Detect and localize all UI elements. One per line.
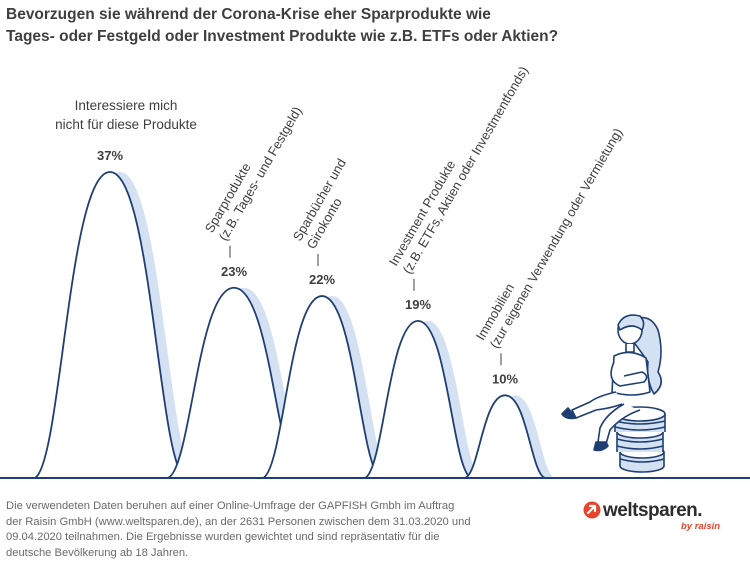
weltsparen-logo[interactable]: weltsparen. by raisin: [583, 500, 743, 540]
arrow-circle-icon: [583, 501, 601, 519]
category-label-2-line-2: (z.B. Tages- und Festgeld): [216, 104, 305, 243]
category-label-5: Immobilien(zur eigenen Verwendung oder V…: [473, 125, 626, 350]
category-label-1-line-2: nicht für diese Produkte: [55, 117, 197, 132]
chart-title-line-2: Tages- oder Festgeld oder Investment Pro…: [6, 28, 559, 45]
value-label-1: 37%: [97, 148, 123, 163]
value-label-5: 10%: [492, 371, 518, 386]
footnote-line-4: deutsche Bevölkerung ab 18 Jahren.: [6, 546, 189, 559]
value-label-2: 23%: [221, 264, 247, 279]
logo-wordmark: weltsparen.: [603, 500, 703, 521]
category-label-4: Investment Produkte(z.B. ETFs, Aktien od…: [386, 64, 531, 277]
footnote-line-3: 09.04.2020 teilnahmen. Die Ergebnisse wu…: [6, 531, 440, 543]
footnote-line-1: Die verwendeten Daten beruhen auf einer …: [6, 500, 455, 512]
value-label-3: 22%: [309, 272, 335, 287]
hill-bar-4: [364, 319, 472, 479]
logo-tagline: by raisin: [681, 521, 721, 532]
footnote: Die verwendeten Daten beruhen auf einer …: [6, 499, 536, 561]
hill-bar-5: [464, 394, 546, 479]
chart-title-line-1: Bevorzugen sie während der Corona-Krise …: [6, 6, 491, 23]
value-label-4: 19%: [405, 297, 431, 312]
category-label-1-line-1: Interessiere mich: [75, 98, 178, 113]
hill-bar-1: [31, 171, 189, 479]
chart-title: Bevorzugen sie während der Corona-Krise …: [6, 4, 606, 48]
category-label-4-line-2: (z.B. ETFs, Aktien oder Investmentfonds): [400, 64, 531, 277]
footnote-line-2: der Raisin GmbH (www.weltsparen.de), an …: [6, 515, 471, 528]
category-label-2: Sparprodukte(z.B. Tages- und Festgeld): [202, 104, 305, 243]
hill-bar-3: [262, 295, 382, 479]
category-label-5-line-2: (zur eigenen Verwendung oder Vermietung): [487, 125, 626, 350]
woman-on-coin-stack-icon: [561, 314, 666, 473]
hills-layer: [31, 171, 555, 479]
